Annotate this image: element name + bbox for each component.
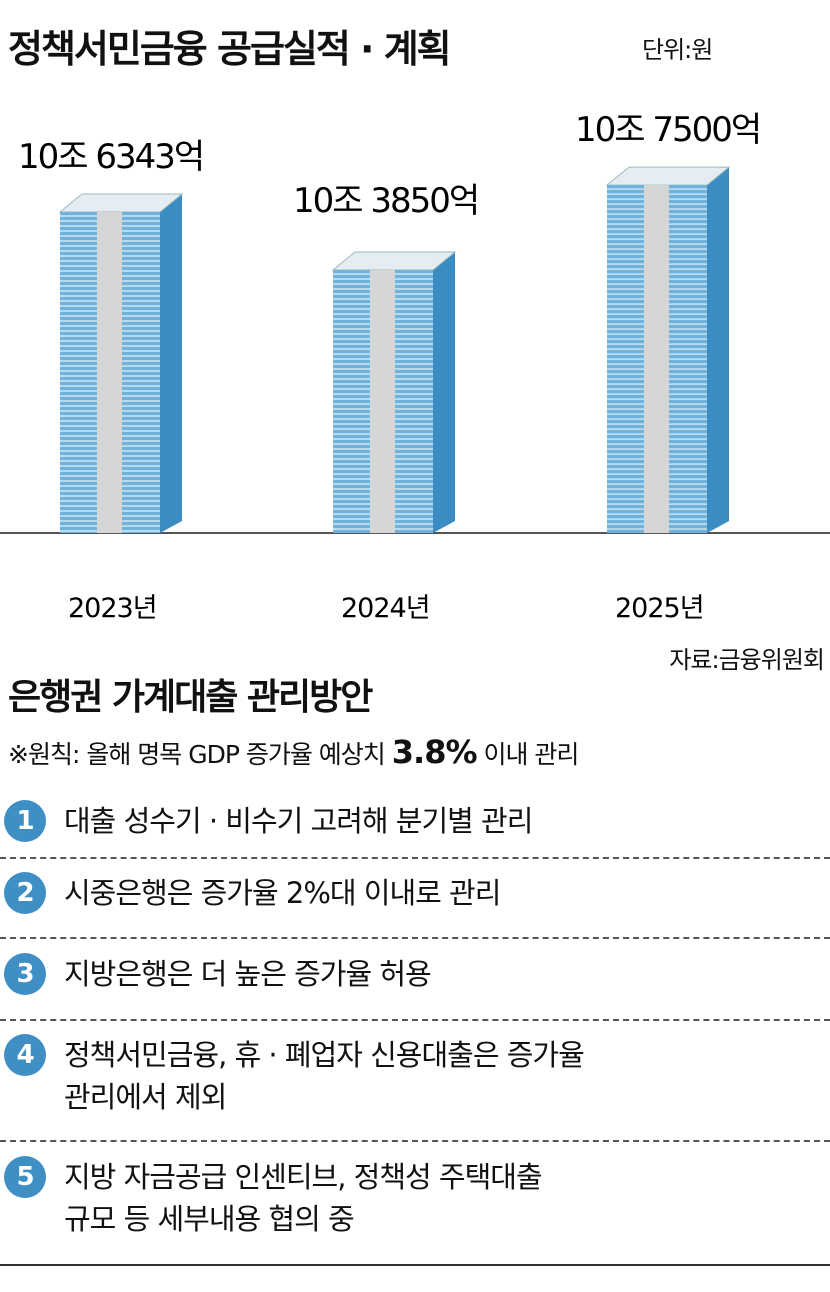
bar-band bbox=[370, 270, 395, 533]
number-badge: 3 bbox=[4, 953, 46, 995]
note-value: 3.8% bbox=[391, 733, 478, 771]
bar-side bbox=[433, 252, 455, 533]
bar-side bbox=[707, 167, 729, 533]
number-badge: 2 bbox=[4, 872, 46, 914]
item-text: 시중은행은 증가율 2%대 이내로 관리 bbox=[64, 876, 501, 910]
section-title: 은행권 가계대출 관리방안 bbox=[8, 677, 373, 718]
category-label: 2024년 bbox=[341, 593, 430, 624]
category-label: 2025년 bbox=[615, 593, 704, 624]
divider bbox=[0, 1140, 830, 1142]
number-badge: 4 bbox=[4, 1034, 46, 1076]
item-text: 대출 성수기 · 비수기 고려해 분기별 관리 bbox=[64, 804, 533, 838]
item-text: 지방은행은 더 높은 증가율 허용 bbox=[64, 957, 432, 991]
value-label: 10조 3850억 bbox=[293, 181, 478, 221]
principle-note: ※원칙: 올해 명목 GDP 증가율 예상치 3.8% 이내 관리 bbox=[8, 733, 579, 771]
item-text: 정책서민금융, 휴 · 폐업자 신용대출은 증가율 관리에서 제외 bbox=[64, 1038, 585, 1114]
divider bbox=[0, 937, 830, 939]
category-label: 2023년 bbox=[68, 593, 157, 624]
bottom-rule bbox=[0, 1264, 830, 1266]
value-label: 10조 6343억 bbox=[18, 137, 203, 177]
bar-chart: 10조 6343억 10조 3850억 10조 7500억 2023년 2024… bbox=[0, 110, 830, 624]
divider bbox=[0, 1019, 830, 1021]
number-badge: 1 bbox=[4, 800, 46, 842]
bar-band bbox=[644, 185, 669, 533]
divider bbox=[0, 857, 830, 859]
chart-title: 정책서민금융 공급실적 · 계획 bbox=[8, 27, 452, 71]
bar-band bbox=[97, 211, 122, 533]
bar-top bbox=[331, 251, 457, 271]
bar-top bbox=[58, 193, 184, 213]
value-label: 10조 7500억 bbox=[575, 110, 760, 150]
note-text: ※원칙: 올해 명목 GDP 증가율 예상치 bbox=[8, 740, 386, 769]
bar-top bbox=[605, 166, 731, 186]
note-text: 이내 관리 bbox=[483, 740, 579, 769]
unit-label: 단위:원 bbox=[642, 36, 713, 64]
source-label: 자료:금융위원회 bbox=[669, 646, 825, 674]
bar-side bbox=[160, 193, 182, 533]
item-text: 지방 자금공급 인센티브, 정책성 주택대출 규모 등 세부내용 협의 중 bbox=[64, 1160, 543, 1236]
number-badge: 5 bbox=[4, 1156, 46, 1198]
